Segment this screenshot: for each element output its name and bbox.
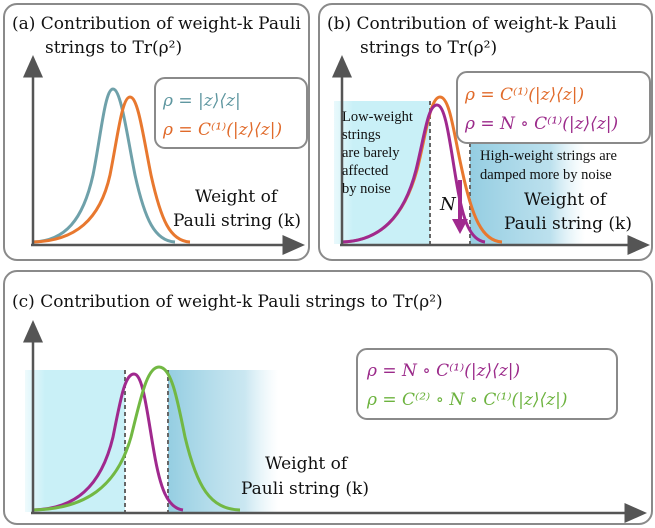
panel-b-legend-box xyxy=(456,71,651,144)
panel-a-axis-label-line2: Pauli string (k) xyxy=(173,211,301,231)
panel-b-axis-label-line2: Pauli string (k) xyxy=(504,214,632,234)
low-note-line2: strings xyxy=(342,127,381,143)
low-note-line1: Low-weight xyxy=(342,109,413,125)
legend-green-entry-c: ρ = C⁽²⁾ ∘ N ∘ C⁽¹⁾(|z⟩⟨z|) xyxy=(366,390,567,410)
panel-b-title-line2: strings to Tr(ρ²) xyxy=(360,38,497,58)
curve-purple-c xyxy=(32,372,184,512)
panel-a-legend-box xyxy=(154,77,308,149)
panel-a-axis-label-line1: Weight of xyxy=(195,187,279,207)
low-note-line5: by noise xyxy=(342,181,391,197)
panel-c: (c) Contribution of weight-k Pauli strin… xyxy=(3,270,653,525)
legend-teal-entry: ρ = |z⟩⟨z| xyxy=(162,91,241,111)
panel-c-title: (c) Contribution of weight-k Pauli strin… xyxy=(12,292,443,312)
high-note-line2: damped more by noise xyxy=(480,167,612,183)
curve-teal xyxy=(32,87,176,244)
panel-b-title-line1: (b) Contribution of weight-k Pauli xyxy=(327,14,617,34)
panel-c-svg: (c) Contribution of weight-k Pauli strin… xyxy=(12,292,647,523)
legend-purple-entry-c: ρ = N ∘ C⁽¹⁾(|z⟩⟨z|) xyxy=(366,361,520,381)
panel-a-title-line2: strings to Tr(ρ²) xyxy=(45,38,182,58)
panel-b-axis-label-line1: Weight of xyxy=(524,190,608,210)
panel-c-axis-label-line2: Pauli string (k) xyxy=(241,479,369,499)
panel-b-svg: (b) Contribution of weight-k Pauli strin… xyxy=(327,14,651,255)
curve-orange xyxy=(32,95,191,244)
panel-a-title-line1: (a) Contribution of weight-k Pauli xyxy=(12,14,301,34)
panel-b: (b) Contribution of weight-k Pauli strin… xyxy=(318,3,653,261)
legend-orange-entry: ρ = C⁽¹⁾(|z⟩⟨z|) xyxy=(162,120,282,140)
legend-orange-entry-b: ρ = C⁽¹⁾(|z⟩⟨z|) xyxy=(464,85,584,105)
panel-a-svg: (a) Contribution of weight-k Pauli strin… xyxy=(12,14,308,255)
curve-green-c xyxy=(32,365,241,512)
low-note-line4: affected xyxy=(342,163,389,179)
panel-c-axis-label-line1: Weight of xyxy=(265,454,349,474)
panel-c-legend-box xyxy=(356,348,618,420)
low-weight-region-c xyxy=(25,370,125,512)
low-note-line3: are barely xyxy=(342,145,400,161)
noise-symbol: N xyxy=(439,194,457,215)
noise-arrowhead xyxy=(452,219,468,234)
panel-a: (a) Contribution of weight-k Pauli strin… xyxy=(3,3,310,261)
legend-purple-entry-b: ρ = N ∘ C⁽¹⁾(|z⟩⟨z|) xyxy=(464,114,618,134)
high-note-line1: High-weight strings are xyxy=(480,148,617,164)
